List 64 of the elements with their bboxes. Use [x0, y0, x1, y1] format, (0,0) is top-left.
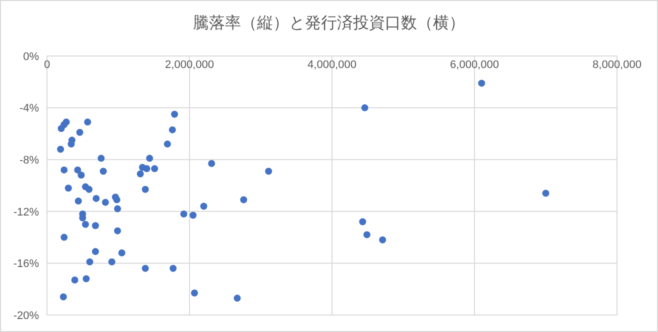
point — [60, 293, 67, 300]
point — [64, 184, 72, 192]
point — [68, 140, 75, 148]
x-tick-label: 0 — [44, 59, 50, 71]
x-tick-label: 2,000,000 — [165, 59, 214, 71]
point — [92, 248, 99, 256]
point — [86, 186, 93, 193]
point — [190, 212, 197, 219]
point — [265, 168, 272, 175]
point — [82, 220, 89, 228]
point — [60, 166, 68, 174]
point — [108, 258, 116, 266]
point — [60, 234, 68, 241]
point — [62, 118, 70, 126]
x-tick-label: 6,000,000 — [450, 59, 499, 71]
point — [114, 205, 122, 212]
point — [113, 196, 120, 204]
point — [171, 110, 178, 118]
point — [86, 258, 94, 266]
point — [78, 172, 85, 179]
y-tick-label: -20% — [13, 310, 40, 322]
point — [363, 231, 370, 238]
point — [142, 264, 149, 272]
x-tick-label: 8,000,000 — [592, 59, 642, 71]
point — [170, 264, 177, 272]
point — [74, 198, 82, 205]
point — [142, 186, 149, 193]
y-tick-label: -4% — [19, 102, 40, 115]
point — [136, 170, 144, 178]
point — [190, 289, 198, 296]
point — [82, 275, 90, 282]
point — [98, 154, 105, 162]
point — [200, 202, 208, 210]
point — [208, 160, 216, 167]
chart-title: 騰落率（縦）と発行済投資口数（横） — [192, 13, 466, 34]
point — [359, 218, 366, 226]
point — [84, 118, 92, 126]
point — [151, 165, 158, 172]
point — [57, 146, 64, 153]
point — [71, 276, 78, 284]
point — [240, 196, 248, 204]
point — [180, 210, 188, 218]
y-tick-label: -8% — [19, 154, 40, 167]
point — [92, 194, 100, 202]
y-tick-label: -12% — [13, 206, 40, 218]
point — [102, 198, 109, 206]
point — [168, 126, 176, 134]
point — [114, 227, 122, 234]
point — [542, 190, 550, 197]
point — [100, 168, 107, 175]
point — [146, 154, 154, 162]
point — [234, 294, 241, 302]
y-tick-label: 0% — [23, 50, 40, 63]
point — [92, 222, 99, 230]
point — [74, 166, 82, 174]
point — [118, 249, 126, 256]
point — [478, 80, 486, 87]
point — [361, 104, 368, 112]
y-tick-label: -16% — [13, 258, 40, 270]
x-tick-label: 4,000,000 — [308, 59, 356, 71]
point — [143, 165, 150, 172]
point — [76, 128, 84, 136]
point — [379, 236, 386, 244]
point — [164, 140, 171, 148]
